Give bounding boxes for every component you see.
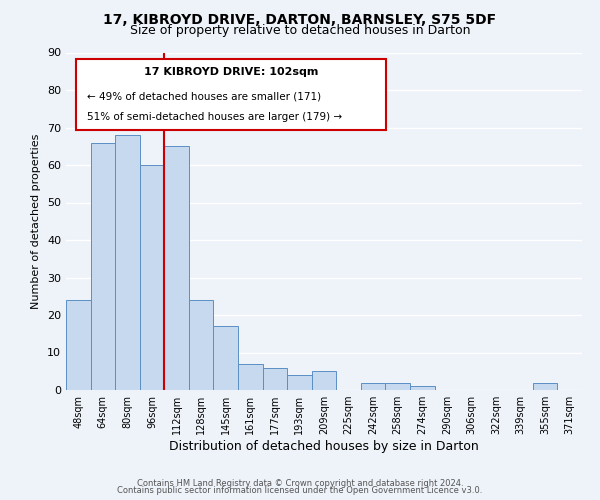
Bar	[214, 326, 238, 390]
Bar	[312, 371, 336, 390]
Bar	[91, 142, 115, 390]
Bar	[287, 375, 312, 390]
Bar	[140, 165, 164, 390]
Text: Contains public sector information licensed under the Open Government Licence v3: Contains public sector information licen…	[118, 486, 482, 495]
Text: 17 KIBROYD DRIVE: 102sqm: 17 KIBROYD DRIVE: 102sqm	[144, 67, 319, 77]
Bar	[164, 146, 189, 390]
Text: Contains HM Land Registry data © Crown copyright and database right 2024.: Contains HM Land Registry data © Crown c…	[137, 478, 463, 488]
X-axis label: Distribution of detached houses by size in Darton: Distribution of detached houses by size …	[169, 440, 479, 453]
Bar	[263, 368, 287, 390]
Bar	[238, 364, 263, 390]
Text: Size of property relative to detached houses in Darton: Size of property relative to detached ho…	[130, 24, 470, 37]
Bar	[66, 300, 91, 390]
Text: ← 49% of detached houses are smaller (171): ← 49% of detached houses are smaller (17…	[86, 91, 321, 101]
Bar	[410, 386, 434, 390]
Text: 51% of semi-detached houses are larger (179) →: 51% of semi-detached houses are larger (…	[86, 112, 342, 122]
Y-axis label: Number of detached properties: Number of detached properties	[31, 134, 41, 309]
Bar	[385, 382, 410, 390]
Bar	[533, 382, 557, 390]
Bar	[115, 135, 140, 390]
Bar	[361, 382, 385, 390]
Text: 17, KIBROYD DRIVE, DARTON, BARNSLEY, S75 5DF: 17, KIBROYD DRIVE, DARTON, BARNSLEY, S75…	[103, 12, 497, 26]
FancyBboxPatch shape	[76, 59, 386, 130]
Bar	[189, 300, 214, 390]
